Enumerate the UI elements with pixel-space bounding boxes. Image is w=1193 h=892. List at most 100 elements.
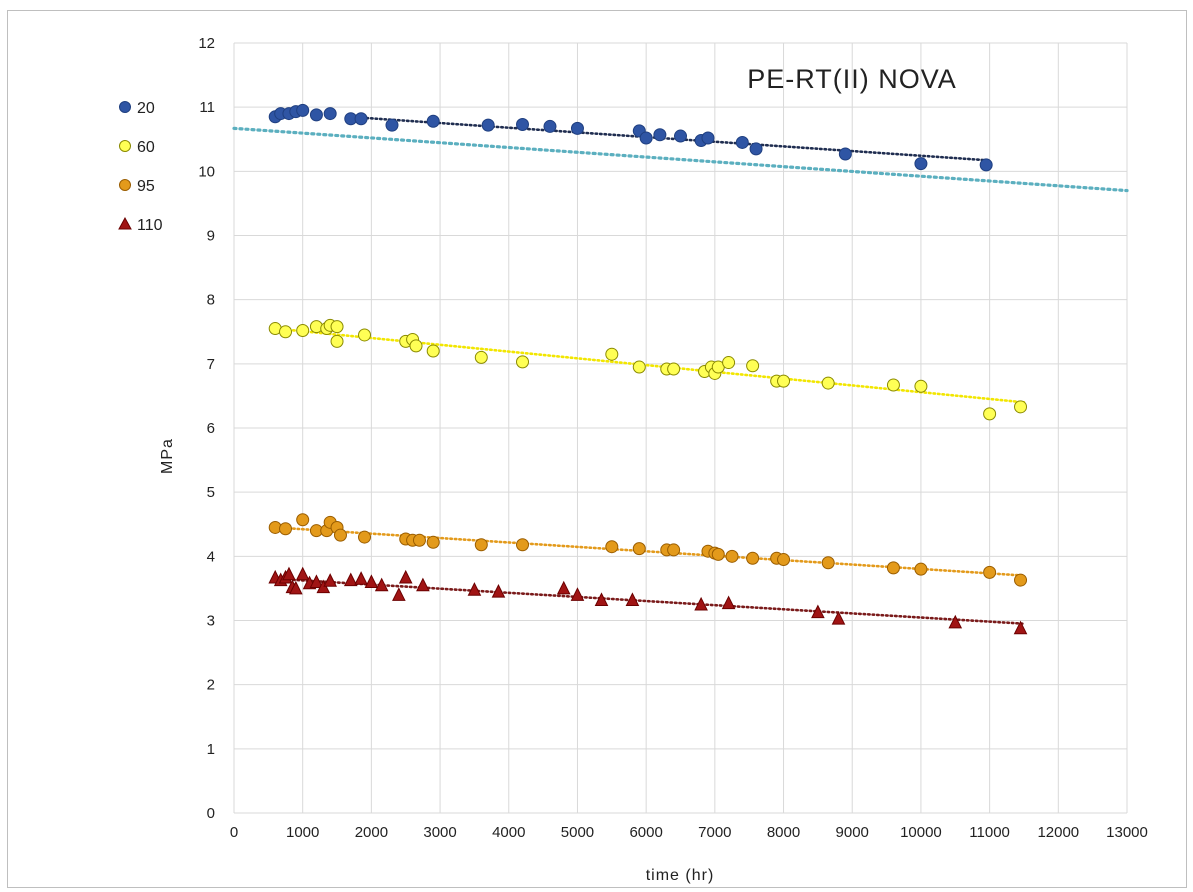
y-tick-label: 7 [207,356,215,373]
trendlines [232,116,1129,626]
y-tick-label: 11 [199,99,215,116]
y-tick-label: 12 [198,35,215,52]
point-series-95 [746,551,760,565]
point-series-110 [948,614,963,629]
point-series-110 [1013,620,1028,635]
y-axis-title: MPa [159,438,176,474]
point-series-95 [725,549,739,563]
y-tick-label: 0 [207,805,215,822]
legend-marker-95 [119,179,131,191]
x-tick-label: 1000 [286,824,319,841]
chart-frame [7,10,1187,888]
x-tick-label: 8000 [767,824,800,841]
point-series-60 [914,379,928,393]
point-series-60 [886,378,900,392]
point-series-110 [594,592,609,606]
point-series-95 [1014,573,1028,587]
point-series-95 [333,528,347,542]
point-series-60 [358,328,372,342]
x-tick-label: 9000 [836,824,869,841]
point-series-20 [543,119,557,133]
x-tick-label: 0 [230,824,238,841]
y-tick-label: 6 [207,420,215,437]
point-series-60 [983,407,997,421]
reference-trendline [232,126,1129,193]
y-tick-label: 5 [207,484,215,501]
point-series-95 [777,553,791,567]
x-tick-label: 10000 [900,824,942,841]
point-series-110 [282,566,296,581]
point-series-110 [309,574,324,588]
point-series-110 [467,582,482,596]
point-series-110 [364,574,379,588]
point-series-95 [821,556,835,570]
point-series-60 [279,325,293,339]
trendline-series-60 [273,327,1026,404]
point-series-60 [605,347,619,361]
y-tick-label: 2 [207,677,215,694]
point-series-95 [426,535,440,549]
point-series-110 [354,571,368,585]
point-series-20 [749,142,763,156]
point-series-110 [694,596,708,611]
point-series-110 [625,592,640,606]
point-series-20 [674,129,687,143]
point-series-60 [296,323,310,337]
point-series-95 [667,543,681,557]
x-axis-title: time (hr) [646,867,715,884]
point-series-110 [295,566,310,581]
point-series-95 [358,530,372,544]
point-series-95 [474,538,488,552]
point-series-95 [632,542,646,556]
point-series-60 [667,362,681,376]
point-series-60 [1014,400,1028,414]
legend-marker-60 [119,140,131,152]
point-series-20 [426,114,440,128]
point-series-20 [309,108,323,122]
point-series-95 [412,533,426,547]
point-series-110 [556,580,571,595]
point-series-110 [831,610,846,625]
point-series-110 [343,572,358,587]
trendline-series-20 [356,116,991,162]
point-series-60 [474,350,488,364]
y-tick-label: 1 [207,741,215,758]
point-series-20 [838,147,852,161]
point-series-20 [914,157,928,171]
x-tick-label: 2000 [355,824,388,841]
point-series-60 [330,320,344,334]
point-series-60 [746,359,760,373]
point-series-60 [426,344,440,358]
point-series-95 [516,538,530,552]
point-series-95 [886,561,900,575]
point-series-110 [289,580,303,595]
point-series-20 [701,131,715,145]
point-series-110 [374,577,389,592]
point-series-95 [279,522,293,536]
legend-label-60: 60 [137,139,155,156]
point-series-110 [570,587,585,601]
x-tick-label: 3000 [423,824,456,841]
point-series-20 [653,128,667,142]
point-series-60 [516,355,530,369]
point-series-20 [296,103,310,117]
point-series-20 [481,118,495,132]
point-series-110 [323,573,337,587]
point-series-20 [354,112,368,126]
x-tick-label: 12000 [1037,824,1079,841]
legend-marker-110 [118,216,132,230]
chart-title: PE-RT(II) NOVA [747,64,957,94]
point-series-60 [722,356,736,370]
y-tick-label: 9 [207,228,215,245]
legend: 20 60 95 110 [118,100,163,234]
x-tick-label: 13000 [1106,824,1148,841]
y-tick-label: 4 [207,548,215,565]
legend-label-20: 20 [137,100,155,117]
point-series-110 [721,595,736,610]
point-series-95 [914,562,928,576]
point-series-95 [711,547,725,561]
point-series-110 [416,577,430,592]
point-series-20 [323,107,337,121]
point-series-20 [639,131,653,145]
